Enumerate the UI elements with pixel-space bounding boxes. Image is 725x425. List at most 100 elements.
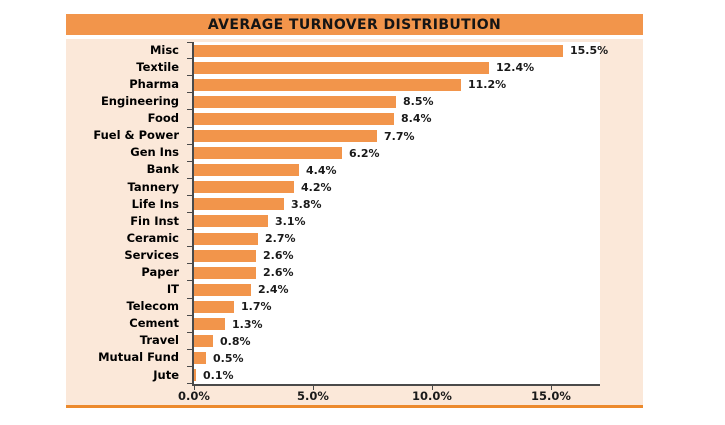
category-axis: Misc Textile Pharma Engineering Food Fuel & P… [66,42,186,384]
bar-row: 8.5% [194,93,600,110]
panel-bottom-rule [66,405,643,408]
category-label: Fuel & Power [93,128,179,143]
data-label: 8.4% [401,112,432,126]
data-label: 0.1% [203,368,234,382]
category-label: Life Ins [131,196,179,211]
x-axis-label: 15.0% [531,389,571,403]
category-label: Food [147,111,179,126]
y-axis-tick [187,263,192,264]
bar-row: 4.4% [194,162,600,179]
y-axis-tick [187,332,192,333]
y-axis-tick [187,75,192,76]
bar-row: 15.5% [194,42,608,59]
chart-panel: AVERAGE TURNOVER DISTRIBUTION Misc Textil… [66,14,643,408]
category-label: Mutual Fund [98,350,179,365]
bar-row: 7.7% [194,127,600,144]
category-label: Jute [153,367,179,382]
y-axis-tick [187,212,192,213]
bar [194,78,461,91]
bar-row: 8.4% [194,110,600,127]
bar [194,249,256,262]
bar-rows: 15.5% 12.4% 11.2% 8.5% 8.4% 7.7% 6.2% 4.4% 4.2% 3… [194,42,608,384]
chart-title: AVERAGE TURNOVER DISTRIBUTION [207,16,502,33]
data-label: 15.5% [570,44,609,58]
x-axis-tick [194,386,195,390]
bar [194,369,196,382]
y-axis-tick [187,315,192,316]
y-axis-tick [187,366,192,367]
bar [194,283,251,296]
bar-row: 12.4% [194,59,600,76]
bar [194,266,256,279]
bar-row: 2.6% [194,247,600,264]
data-label: 12.4% [496,61,535,75]
category-label: Telecom [126,299,179,314]
x-axis-tick [551,386,552,390]
plot-area: 15.5% 12.4% 11.2% 8.5% 8.4% 7.7% 6.2% 4.4% 4.2% 3… [187,42,608,390]
category-label: Paper [141,265,179,280]
bar [194,215,268,228]
y-axis-tick [187,383,192,384]
x-axis-label: 5.0% [297,389,329,403]
y-axis-tick [187,178,192,179]
bar [194,352,206,365]
y-axis-tick [187,298,192,299]
data-label: 7.7% [384,129,415,143]
y-axis-tick [187,92,192,93]
bar [194,335,213,348]
bar-row: 1.3% [194,316,600,333]
bar [194,300,234,313]
data-label: 2.6% [263,266,294,280]
category-label: Engineering [100,94,179,109]
bar [194,147,342,160]
y-axis-tick [187,195,192,196]
bar-row: 2.6% [194,264,600,281]
data-label: 2.7% [265,232,296,246]
x-axis-tick [313,386,314,390]
x-axis-label: 10.0% [412,389,452,403]
x-axis-tick [432,386,433,390]
bar-row: 6.2% [194,145,600,162]
bar-row: 0.8% [194,333,600,350]
x-axis-label: 0.0% [178,389,210,403]
y-axis-tick [187,58,192,59]
y-axis-tick [187,246,192,247]
data-label: 2.6% [263,249,294,263]
bar [194,198,284,211]
bar [194,318,225,331]
category-label: IT [166,282,179,297]
chart-area: Misc Textile Pharma Engineering Food Fuel & P… [66,39,643,405]
bar [194,61,489,74]
data-label: 6.2% [349,146,380,160]
bar-row: 3.8% [194,196,600,213]
data-label: 1.3% [232,317,263,331]
category-label: Cement [129,316,179,331]
data-label: 2.4% [258,283,289,297]
bar-row: 0.5% [194,350,600,367]
data-label: 11.2% [468,78,507,92]
bar [194,44,563,57]
category-label: Gen Ins [130,145,179,160]
bar-row: 0.1% [194,367,600,384]
data-label: 1.7% [241,300,272,314]
data-label: 4.4% [306,163,337,177]
bar-row: 2.7% [194,230,600,247]
bar-row: 1.7% [194,298,600,315]
y-axis-tick [187,229,192,230]
data-label: 4.2% [301,180,332,194]
bar [194,164,299,177]
data-label: 3.8% [291,197,322,211]
y-axis-tick [187,127,192,128]
category-label: Pharma [129,76,179,91]
category-label: Services [124,247,179,262]
bar-row: 3.1% [194,213,600,230]
chart-title-bar: AVERAGE TURNOVER DISTRIBUTION [66,14,643,35]
category-label: Travel [139,333,179,348]
y-axis-tick [187,349,192,350]
category-label: Misc [149,42,179,57]
y-axis-tick [187,109,192,110]
bar-row: 4.2% [194,179,600,196]
data-label: 8.5% [403,95,434,109]
y-axis-tick [187,144,192,145]
